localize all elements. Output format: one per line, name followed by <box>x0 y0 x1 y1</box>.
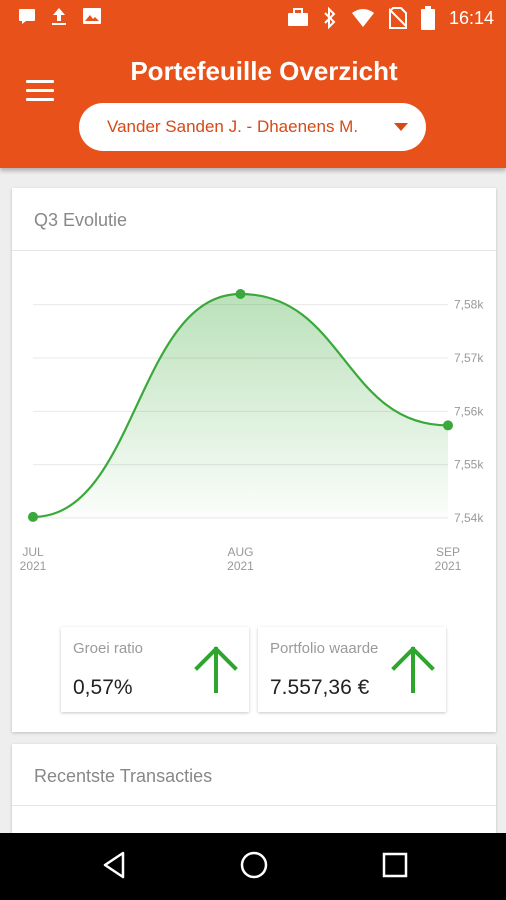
chart-point[interactable] <box>443 420 453 431</box>
portfolio-value-label: Portfolio waarde <box>270 640 379 657</box>
portfolio-value-box: Portfolio waarde 7.557,36 € <box>258 627 446 712</box>
no-sim-icon <box>388 7 407 29</box>
y-tick-label: 7,55k <box>454 458 484 472</box>
portfolio-selector-value: Vander Sanden J. - Dhaenens M. <box>107 117 359 136</box>
app-bar: Portefeuille Overzicht Vander Sanden J. … <box>0 36 506 168</box>
back-icon[interactable] <box>101 850 127 880</box>
image-icon <box>83 8 101 24</box>
status-time: 16:14 <box>448 7 494 28</box>
card-divider <box>12 805 496 806</box>
growth-ratio-box: Groei ratio 0,57% <box>61 627 249 712</box>
y-tick-label: 7,57k <box>454 351 484 365</box>
wifi-icon <box>351 9 374 27</box>
bluetooth-icon <box>324 7 336 29</box>
home-icon[interactable] <box>239 850 269 880</box>
message-icon <box>19 9 35 24</box>
chart-point[interactable] <box>235 289 246 299</box>
battery-icon <box>420 6 435 30</box>
transactions-card-title: Recentste Transacties <box>34 766 213 786</box>
evolution-card-title: Q3 Evolutie <box>34 210 128 230</box>
portfolio-selector[interactable]: Vander Sanden J. - Dhaenens M. <box>79 103 426 151</box>
evolution-chart: 7,54k 7,55k 7,56k 7,57k 7,58k JUL 2021 AUG 2021… <box>20 289 484 573</box>
chart-point[interactable] <box>28 511 38 522</box>
growth-ratio-label: Groei ratio <box>73 640 144 657</box>
chart-area <box>33 294 448 518</box>
recents-icon[interactable] <box>381 850 409 880</box>
briefcase-icon <box>287 8 308 26</box>
x-tick-label: SEP 2021 <box>435 545 462 573</box>
transactions-card: Recentste Transacties <box>12 744 496 844</box>
status-bar: 16:14 <box>0 0 506 36</box>
card-divider <box>12 250 496 251</box>
growth-ratio-value: 0,57% <box>73 676 133 699</box>
chevron-down-icon <box>394 123 408 131</box>
page-title: Portefeuille Overzicht <box>130 56 398 86</box>
arrow-up-icon <box>391 646 435 693</box>
arrow-up-icon <box>194 646 238 693</box>
x-tick-label: AUG 2021 <box>227 545 254 573</box>
navigation-bar <box>0 833 506 900</box>
y-tick-label: 7,54k <box>454 511 484 525</box>
x-tick-label: JUL 2021 <box>20 545 47 573</box>
evolution-card: Q3 Evolutie 7,54k 7,55k 7,56k 7,57k 7,58k JU… <box>12 188 496 732</box>
portfolio-value-value: 7.557,36 € <box>270 676 370 699</box>
y-tick-label: 7,56k <box>454 404 484 418</box>
menu-icon[interactable] <box>26 80 54 102</box>
y-tick-label: 7,58k <box>454 298 484 312</box>
upload-icon <box>52 8 66 25</box>
